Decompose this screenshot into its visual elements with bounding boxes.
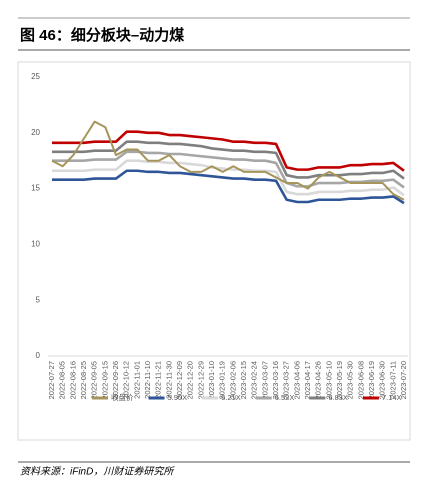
x-tick-label: 2022-11-30 xyxy=(164,361,173,399)
x-tick-label: 2023-04-26 xyxy=(314,361,323,399)
chart-frame xyxy=(17,61,411,441)
legend-label: 5.90X xyxy=(168,393,188,402)
x-tick-label: 2023-07-11 xyxy=(388,361,397,399)
x-tick-label: 2022-11-10 xyxy=(143,361,152,399)
legend-label: 收盘价 xyxy=(111,392,134,402)
x-tick-label: 2023-05-10 xyxy=(324,361,333,399)
x-tick-label: 2023-07-20 xyxy=(399,361,408,399)
x-tick-label: 2022-11-21 xyxy=(154,361,163,399)
x-tick-label: 2023-03-07 xyxy=(260,361,269,399)
x-tick-label: 2022-10-12 xyxy=(122,361,131,399)
x-tick-label: 2022-09-15 xyxy=(100,361,109,399)
x-tick-label: 2022-12-09 xyxy=(175,361,184,399)
legend-label: 6.21X xyxy=(221,393,241,402)
x-tick-label: 2023-06-19 xyxy=(367,361,376,399)
x-tick-label: 2022-12-29 xyxy=(196,361,205,399)
x-tick-label: 2022-08-05 xyxy=(58,361,67,399)
series-line xyxy=(52,150,405,189)
x-tick-label: 2023-02-06 xyxy=(228,361,237,399)
x-tick-label: 2023-02-15 xyxy=(239,361,248,399)
x-tick-label: 2023-02-24 xyxy=(250,361,259,399)
x-tick-label: 2022-09-26 xyxy=(111,361,120,399)
x-tick-label: 2022-08-25 xyxy=(79,361,88,399)
x-tick-label: 2022-09-05 xyxy=(90,361,99,399)
x-tick-label: 2022-11-01 xyxy=(132,361,141,399)
legend-label: 6.52X xyxy=(275,393,295,402)
legend-label: 6.83X xyxy=(328,393,348,402)
x-tick-label: 2023-03-27 xyxy=(282,361,291,399)
x-tick-label: 2023-01-19 xyxy=(218,361,227,399)
x-tick-label: 2023-03-16 xyxy=(271,361,280,399)
y-tick-label: 10 xyxy=(31,240,40,249)
y-tick-label: 0 xyxy=(36,351,41,360)
x-tick-label: 2023-01-10 xyxy=(207,361,216,399)
x-tick-label: 2023-04-06 xyxy=(292,361,301,399)
x-tick-label: 2023-06-08 xyxy=(356,361,365,399)
source: 资料来源：iFinD，川财证券研究所 xyxy=(20,466,175,478)
x-tick-label: 2022-08-16 xyxy=(68,361,77,399)
series-line xyxy=(52,169,405,205)
x-tick-label: 2023-05-30 xyxy=(346,361,355,399)
y-tick-label: 5 xyxy=(36,295,41,304)
chart-title: 图 46：细分板块–动力煤 xyxy=(20,26,184,44)
series-line xyxy=(52,140,405,180)
y-tick-label: 25 xyxy=(31,72,40,81)
y-tick-label: 20 xyxy=(31,128,40,137)
x-tick-label: 2023-05-19 xyxy=(335,361,344,399)
legend-label: 7.14X xyxy=(382,393,402,402)
y-tick-label: 15 xyxy=(31,184,40,193)
x-tick-label: 2022-12-20 xyxy=(186,361,195,399)
x-tick-label: 2023-04-17 xyxy=(303,361,312,399)
series-line xyxy=(51,120,405,201)
x-tick-label: 2022-07-27 xyxy=(47,361,56,399)
x-tick-label: 2023-06-30 xyxy=(378,361,387,399)
